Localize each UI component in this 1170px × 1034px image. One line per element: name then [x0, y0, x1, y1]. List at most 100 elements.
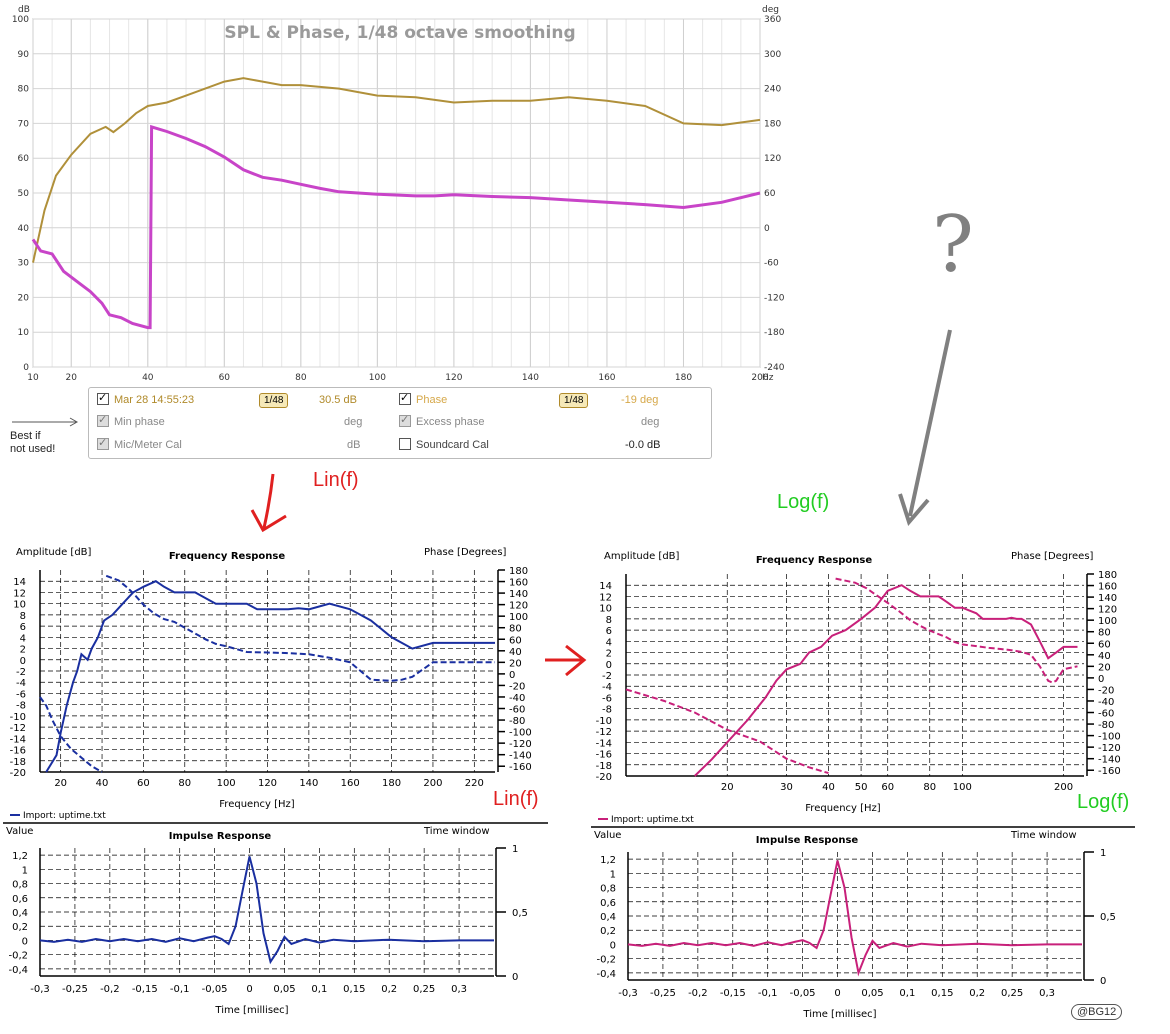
- log-fr-y-right: Phase [Degrees]: [1011, 551, 1094, 562]
- fr-y-tick-label: -10: [596, 716, 612, 727]
- ir-x-tick-label: -0,05: [790, 988, 816, 999]
- lin-ir-ticks: -0,4 -0,2 0 0,2 0,4 0,6 0,8 1 1,2 -0,3 -0,25 -0,2 -0…: [8, 844, 527, 995]
- spl-smoothing-badge[interactable]: 1/48: [259, 393, 289, 408]
- excess-phase-unit: deg: [641, 416, 660, 428]
- top-x-tick-label: 160: [598, 373, 615, 383]
- fr-x-tick-label: 30: [780, 782, 793, 793]
- measurement-label: Mar 28 14:55:23: [114, 394, 195, 406]
- top-y-tick-label: 80: [18, 85, 30, 95]
- ir-x-tick-label: -0,2: [688, 988, 708, 999]
- trace-row-measurement[interactable]: Mar 28 14:55:23: [97, 390, 195, 408]
- top-y-tick-label: 20: [18, 293, 30, 303]
- phase-smoothing-badge[interactable]: 1/48: [559, 393, 589, 408]
- question-arrow-icon: [898, 329, 952, 527]
- fr-y-tick-label: 0: [606, 660, 612, 671]
- top-x-unit: Hz: [762, 373, 774, 383]
- fr-y2-tick-label: -140: [1098, 755, 1121, 766]
- trace-row-soundcard-cal[interactable]: Soundcard Cal: [399, 437, 489, 453]
- ir-x-tick-label: 0,2: [381, 984, 397, 995]
- fr-y-tick-label: 8: [606, 615, 612, 626]
- log-fr-y-left: Amplitude [dB]: [604, 551, 680, 562]
- fr-x-tick-label: 40: [96, 778, 109, 789]
- top-y2-tick-label: 360: [764, 15, 781, 25]
- fr-x-tick-label: 80: [923, 782, 936, 793]
- soundcard-cal-checkbox[interactable]: [399, 438, 411, 451]
- ir-y2-tick-label: 1: [1100, 848, 1106, 859]
- ir-x-tick-label: 0,3: [451, 984, 467, 995]
- lin-fr-legend: Import: uptime.txt: [23, 811, 106, 820]
- log-fr-traces: [625, 577, 1078, 777]
- ir-x-tick-label: 0,3: [1039, 988, 1055, 999]
- phase-trace-2: [105, 574, 495, 682]
- lin-fr-traces: [39, 574, 495, 773]
- lin-ir-xlabel: Time [millisec]: [214, 1005, 288, 1016]
- fr-y-tick-label: 14: [13, 577, 26, 588]
- min-phase-checkbox[interactable]: [97, 412, 109, 428]
- lin-fr-y-left: Amplitude [dB]: [16, 547, 92, 558]
- ir-x-tick-label: 0,05: [273, 984, 295, 995]
- ir-x-tick-label: 0: [834, 988, 840, 999]
- log-ir-title: Impulse Response: [756, 835, 859, 846]
- ir-x-tick-label: -0,3: [30, 984, 50, 995]
- top-x-tick-label: 60: [219, 373, 231, 383]
- fr-y2-tick-label: 60: [509, 635, 522, 646]
- ir-x-tick-label: -0,05: [202, 984, 228, 995]
- ir-y-tick-label: 1,2: [600, 855, 616, 866]
- log-frequency-response: Amplitude [dB] Frequency Response Phase …: [596, 551, 1121, 825]
- lin-arrow-icon: [250, 473, 287, 533]
- mic-cal-checkbox[interactable]: [97, 435, 109, 451]
- fr-x-tick-label: 140: [299, 778, 318, 789]
- excess-phase-checkbox[interactable]: [399, 412, 411, 428]
- fr-x-tick-label: 60: [137, 778, 150, 789]
- measurement-checkbox[interactable]: [97, 390, 109, 406]
- trace-row-excess-phase[interactable]: Excess phase: [399, 412, 484, 430]
- fr-y2-tick-label: -100: [509, 728, 532, 739]
- ir-y2-tick-label: 0,5: [1100, 912, 1116, 923]
- credit-badge: @BG12: [1071, 1004, 1123, 1020]
- trace-row-phase[interactable]: Phase: [399, 390, 447, 408]
- phase-trace-1: [39, 696, 103, 773]
- fr-y-tick-label: -2: [16, 667, 26, 678]
- fr-y-tick-label: 10: [13, 600, 26, 611]
- top-x-tick-label: 180: [675, 373, 692, 383]
- lin-label-bottom: Lin(f): [493, 788, 539, 810]
- spl-value: 30.5 dB: [319, 394, 357, 406]
- ir-x-tick-label: 0,15: [343, 984, 365, 995]
- top-chart-title: SPL & Phase, 1/48 octave smoothing: [224, 23, 575, 43]
- ir-y-tick-label: 1: [22, 865, 28, 876]
- fr-y2-tick-label: -80: [509, 716, 525, 727]
- spl-phase-chart: 10 20 40 60 80 100 120 140 160 180 200010203040506…: [12, 5, 785, 383]
- phase-trace-1: [625, 688, 829, 775]
- ir-y-tick-label: -0,4: [8, 965, 28, 976]
- fr-y2-tick-label: 20: [1098, 662, 1111, 673]
- phase-checkbox[interactable]: [399, 390, 411, 406]
- fr-y2-tick-label: -160: [1098, 766, 1121, 777]
- fr-y2-tick-label: -40: [1098, 697, 1114, 708]
- top-x-tick-label: 40: [142, 373, 154, 383]
- ir-x-tick-label: -0,1: [758, 988, 778, 999]
- trace-row-mic-cal[interactable]: Mic/Meter Cal: [97, 435, 182, 453]
- fr-y2-tick-label: -60: [509, 705, 525, 716]
- fr-y2-tick-label: 60: [1098, 639, 1111, 650]
- fr-y2-tick-label: -160: [509, 762, 532, 773]
- ir-y-tick-label: -0,2: [8, 951, 28, 962]
- lin-to-log-arrow-icon: [545, 644, 587, 677]
- log-fr-title: Frequency Response: [756, 555, 873, 566]
- ir-y2-tick-label: 0: [512, 972, 518, 983]
- top-y2-tick-label: 60: [764, 189, 776, 199]
- fr-y-tick-label: -20: [10, 768, 26, 779]
- fr-y2-tick-label: 80: [509, 624, 522, 635]
- mic-cal-label: Mic/Meter Cal: [114, 439, 182, 451]
- soundcard-cal-value: -0.0 dB: [625, 439, 661, 451]
- fr-x-tick-label: 40: [822, 782, 835, 793]
- trace-row-min-phase[interactable]: Min phase: [97, 412, 165, 430]
- lin-fr-y-right: Phase [Degrees]: [424, 547, 507, 558]
- fr-x-tick-label: 100: [217, 778, 236, 789]
- fr-y2-tick-label: 140: [509, 589, 528, 600]
- top-y-tick-label: 40: [18, 224, 30, 234]
- min-phase-label: Min phase: [114, 416, 165, 428]
- log-ir-trace: [627, 860, 1082, 977]
- lin-fr-xlabel: Frequency [Hz]: [219, 799, 295, 810]
- top-y-tick-label: 10: [18, 328, 30, 338]
